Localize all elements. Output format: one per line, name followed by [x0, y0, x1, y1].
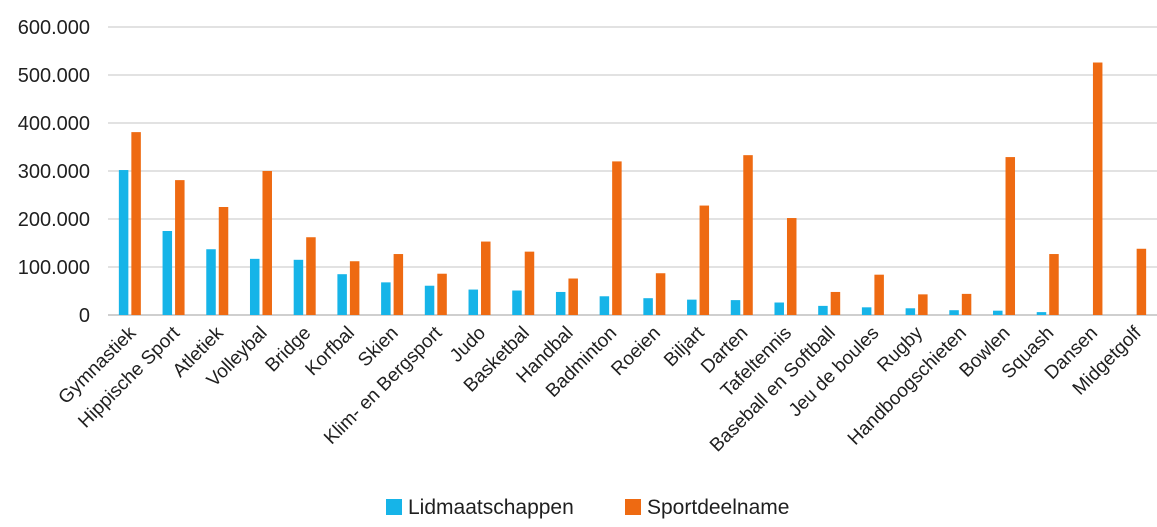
- bar-sportdeelname: [1092, 62, 1103, 315]
- bar-sportdeelname: [262, 171, 272, 315]
- bar-sportdeelname: [918, 294, 928, 315]
- legend-swatch: [625, 499, 641, 515]
- legend-swatch: [386, 499, 402, 515]
- bar-lidmaatschappen: [730, 300, 741, 315]
- bar-sportdeelname: [874, 274, 884, 315]
- bar-lidmaatschappen: [643, 298, 653, 315]
- bar-sportdeelname: [437, 273, 447, 315]
- y-tick-label: 0: [79, 305, 90, 327]
- bar-sportdeelname: [1136, 248, 1147, 315]
- y-tick-label: 400.000: [18, 113, 90, 135]
- bar-sportdeelname: [743, 155, 753, 315]
- legend-label: Lidmaatschappen: [408, 496, 574, 519]
- category-label: Roeien: [607, 323, 664, 380]
- bar-sportdeelname: [175, 180, 185, 315]
- y-tick-label: 100.000: [18, 257, 90, 279]
- bar-lidmaatschappen: [293, 259, 304, 315]
- bar-sportdeelname: [961, 293, 972, 315]
- bar-lidmaatschappen: [599, 296, 610, 315]
- bar-lidmaatschappen: [774, 302, 784, 315]
- bar-lidmaatschappen: [512, 290, 522, 315]
- bar-lidmaatschappen: [468, 289, 479, 315]
- bar-sportdeelname: [349, 261, 360, 315]
- bar-sportdeelname: [393, 254, 404, 315]
- y-tick-label: 600.000: [18, 17, 90, 39]
- bar-sportdeelname: [524, 251, 535, 315]
- bar-lidmaatschappen: [118, 170, 129, 315]
- bar-sportdeelname: [481, 241, 491, 315]
- bar-sportdeelname: [218, 207, 229, 315]
- bar-sportdeelname: [306, 237, 316, 315]
- bar-lidmaatschappen: [905, 308, 916, 315]
- bar-lidmaatschappen: [818, 305, 828, 315]
- bar-sportdeelname: [612, 161, 622, 315]
- y-tick-label: 200.000: [18, 209, 90, 231]
- bar-lidmaatschappen: [949, 310, 959, 315]
- bar-sportdeelname: [699, 205, 710, 315]
- bar-lidmaatschappen: [993, 310, 1003, 315]
- category-label: Korfbal: [302, 323, 359, 380]
- bar-sportdeelname: [131, 132, 141, 315]
- legend-label: Sportdeelname: [647, 496, 789, 519]
- bar-sportdeelname: [1005, 157, 1016, 315]
- bar-lidmaatschappen: [249, 258, 260, 315]
- bar-lidmaatschappen: [1036, 312, 1047, 315]
- bar-lidmaatschappen: [555, 291, 566, 315]
- bar-lidmaatschappen: [162, 231, 173, 315]
- bar-lidmaatschappen: [381, 282, 391, 315]
- bar-sportdeelname: [830, 291, 841, 315]
- bar-sportdeelname: [568, 278, 578, 315]
- y-tick-label: 300.000: [18, 161, 90, 183]
- bar-lidmaatschappen: [337, 274, 347, 315]
- bar-lidmaatschappen: [861, 307, 872, 315]
- bar-sportdeelname: [786, 218, 797, 315]
- bar-sportdeelname: [655, 273, 666, 315]
- bar-lidmaatschappen: [206, 249, 216, 315]
- bar-lidmaatschappen: [424, 285, 435, 315]
- y-tick-label: 500.000: [18, 65, 90, 87]
- bar-sportdeelname: [1049, 254, 1059, 315]
- bar-lidmaatschappen: [687, 299, 697, 315]
